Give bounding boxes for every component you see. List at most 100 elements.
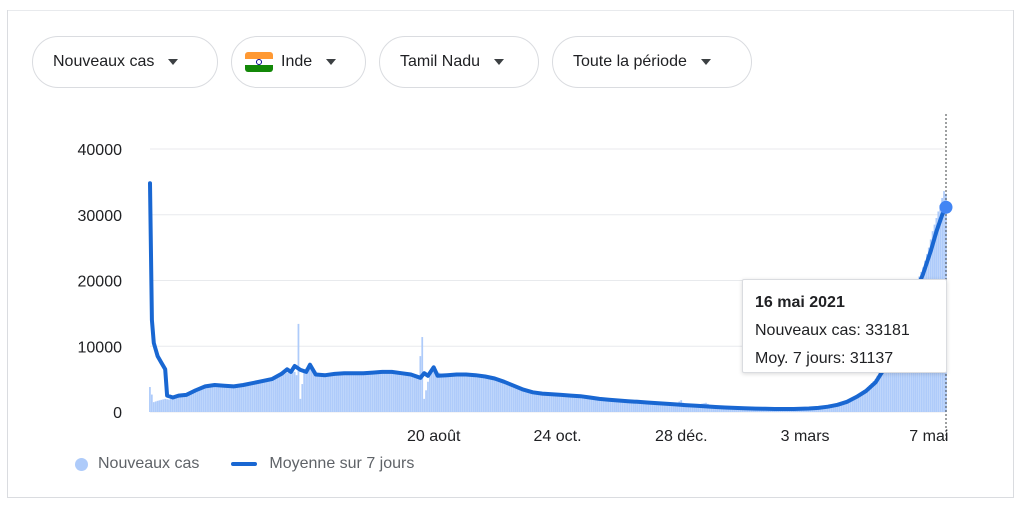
case-bar xyxy=(455,373,458,412)
case-bar xyxy=(434,370,437,412)
tooltip-new-cases: Nouveaux cas: 33181 xyxy=(755,322,910,339)
case-bar xyxy=(482,375,485,412)
case-bar xyxy=(208,385,210,412)
case-bar xyxy=(607,399,610,412)
case-bar xyxy=(491,377,494,412)
case-bar xyxy=(851,397,854,412)
case-bar xyxy=(508,383,511,412)
case-bar xyxy=(175,397,178,412)
case-bar xyxy=(198,388,201,412)
case-bar xyxy=(647,402,650,412)
case-bar xyxy=(219,385,222,412)
case-bar xyxy=(667,403,669,412)
case-bar xyxy=(486,376,488,412)
case-bar xyxy=(836,404,839,412)
y-tick-label: 20000 xyxy=(78,274,123,291)
case-bar xyxy=(579,395,582,412)
region-dropdown[interactable]: Tamil Nadu xyxy=(379,36,539,88)
case-bar xyxy=(324,374,326,412)
case-bar xyxy=(390,371,393,412)
case-bar xyxy=(714,406,717,412)
case-bar xyxy=(691,404,694,412)
case-bar xyxy=(514,385,517,412)
case-bar xyxy=(552,393,555,412)
case-bar xyxy=(606,399,608,412)
case-bar xyxy=(592,397,595,412)
case-bar xyxy=(510,383,513,412)
case-bar xyxy=(868,385,871,412)
case-bar xyxy=(676,402,679,412)
case-bar xyxy=(406,373,408,412)
case-bar xyxy=(368,372,370,412)
chart-legend: Nouveaux cas Moyenne sur 7 jours xyxy=(75,455,414,473)
case-bar xyxy=(183,395,186,412)
case-bar xyxy=(331,374,334,412)
metric-dropdown[interactable]: Nouveaux cas xyxy=(32,36,218,88)
case-bar xyxy=(830,405,833,412)
case-bar xyxy=(712,406,715,412)
case-bar xyxy=(887,354,890,412)
case-bar xyxy=(432,369,435,412)
case-bar xyxy=(826,406,829,412)
case-bar xyxy=(278,376,281,412)
case-bar xyxy=(661,403,664,412)
case-bar xyxy=(326,374,328,412)
case-bar xyxy=(697,404,700,412)
case-bar xyxy=(316,373,319,412)
case-bar xyxy=(684,405,686,412)
case-bar xyxy=(333,373,336,412)
case-bar xyxy=(872,381,875,412)
case-bar xyxy=(834,404,837,412)
case-bar xyxy=(659,403,662,412)
case-bar xyxy=(169,398,172,412)
case-bar xyxy=(724,407,726,412)
case-bar xyxy=(870,383,873,412)
case-bar xyxy=(628,400,631,412)
case-bar xyxy=(427,381,429,412)
country-dropdown-label: Inde xyxy=(281,53,313,70)
case-bar xyxy=(505,381,507,412)
case-bar xyxy=(512,384,515,412)
case-bar xyxy=(619,400,622,412)
case-bar xyxy=(587,396,589,412)
case-bar xyxy=(878,372,881,412)
case-bar xyxy=(248,383,250,412)
x-tick-label: 3 mars xyxy=(781,428,830,445)
case-bar xyxy=(251,382,254,412)
case-bar xyxy=(855,395,858,412)
case-bar xyxy=(501,380,504,412)
case-bar xyxy=(550,393,553,412)
case-bar xyxy=(185,395,187,412)
case-bar xyxy=(649,402,652,412)
case-bar xyxy=(366,372,368,412)
case-bar xyxy=(284,373,287,412)
case-bar xyxy=(598,398,601,412)
case-bar xyxy=(343,373,346,412)
case-bar xyxy=(865,388,867,412)
case-bar xyxy=(653,402,656,412)
case-bar xyxy=(674,404,677,412)
case-bar xyxy=(693,404,696,412)
case-bar xyxy=(556,394,559,412)
case-bar xyxy=(352,373,355,412)
country-dropdown[interactable]: Inde xyxy=(231,36,366,88)
case-bar xyxy=(221,385,224,412)
case-bar xyxy=(533,392,536,412)
case-bar xyxy=(229,387,231,412)
period-dropdown[interactable]: Toute la période xyxy=(552,36,752,88)
case-bar xyxy=(396,372,399,412)
chevron-down-icon xyxy=(326,59,337,65)
period-dropdown-label: Toute la période xyxy=(573,53,687,70)
chart-tooltip: 16 mai 2021 Nouveaux cas: 33181 Moy. 7 j… xyxy=(742,279,947,373)
case-bar xyxy=(590,397,593,412)
case-bar xyxy=(453,373,456,412)
case-bar xyxy=(842,402,844,412)
case-bar xyxy=(436,371,439,412)
case-bar xyxy=(567,394,570,412)
legend-bars-swatch xyxy=(75,457,88,471)
case-bar xyxy=(349,373,351,412)
chevron-down-icon xyxy=(700,59,711,65)
case-bar xyxy=(282,374,285,412)
case-bar xyxy=(539,392,542,412)
